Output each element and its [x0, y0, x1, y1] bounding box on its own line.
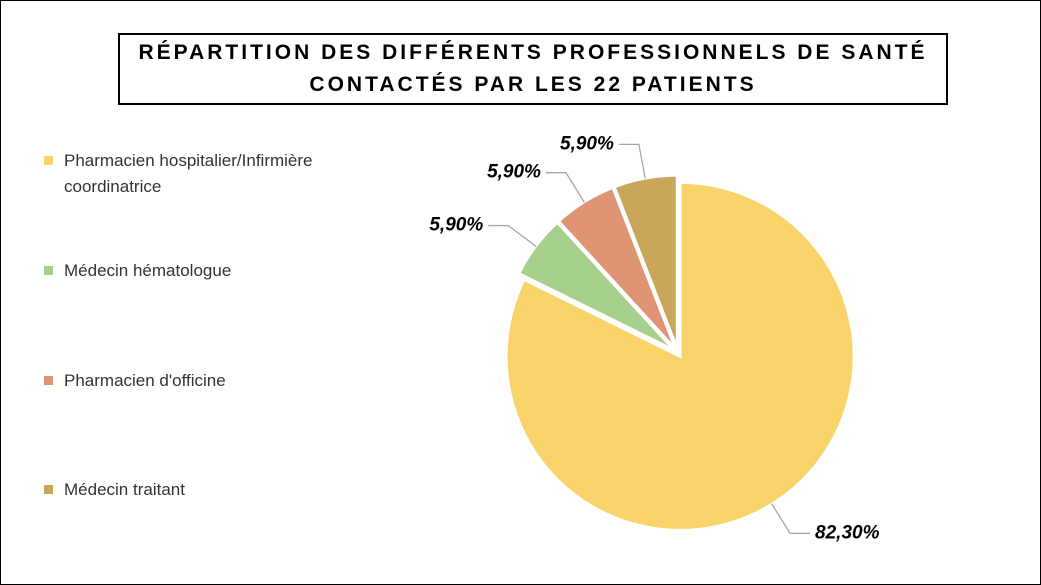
data-label: 5,90%: [487, 162, 541, 183]
legend-label: Médecin traitant: [64, 480, 185, 499]
legend-entry: Médecin hématologue: [44, 258, 314, 284]
leader-line: [618, 143, 646, 179]
legend-swatch: [44, 376, 53, 385]
legend-entry: Médecin traitant: [44, 477, 314, 503]
data-label: 82,30%: [815, 522, 880, 543]
legend-label: Pharmacien hospitalier/Infirmière coordi…: [64, 151, 313, 196]
data-label: 5,90%: [560, 133, 614, 154]
legend-entry: Pharmacien d'officine: [44, 368, 314, 394]
chart-title: RÉPARTITION DES DIFFÉRENTS PROFESSIONNEL…: [118, 33, 948, 105]
legend-entry: Pharmacien hospitalier/Infirmière coordi…: [44, 148, 314, 200]
data-label: 5,90%: [429, 215, 483, 236]
legend-swatch: [44, 485, 53, 494]
legend-label: Pharmacien d'officine: [64, 371, 226, 390]
leader-line: [771, 503, 811, 534]
leader-line: [545, 172, 585, 203]
legend-swatch: [44, 156, 53, 165]
leader-line: [488, 224, 537, 247]
legend-label: Médecin hématologue: [64, 261, 232, 280]
legend-swatch: [44, 266, 53, 275]
